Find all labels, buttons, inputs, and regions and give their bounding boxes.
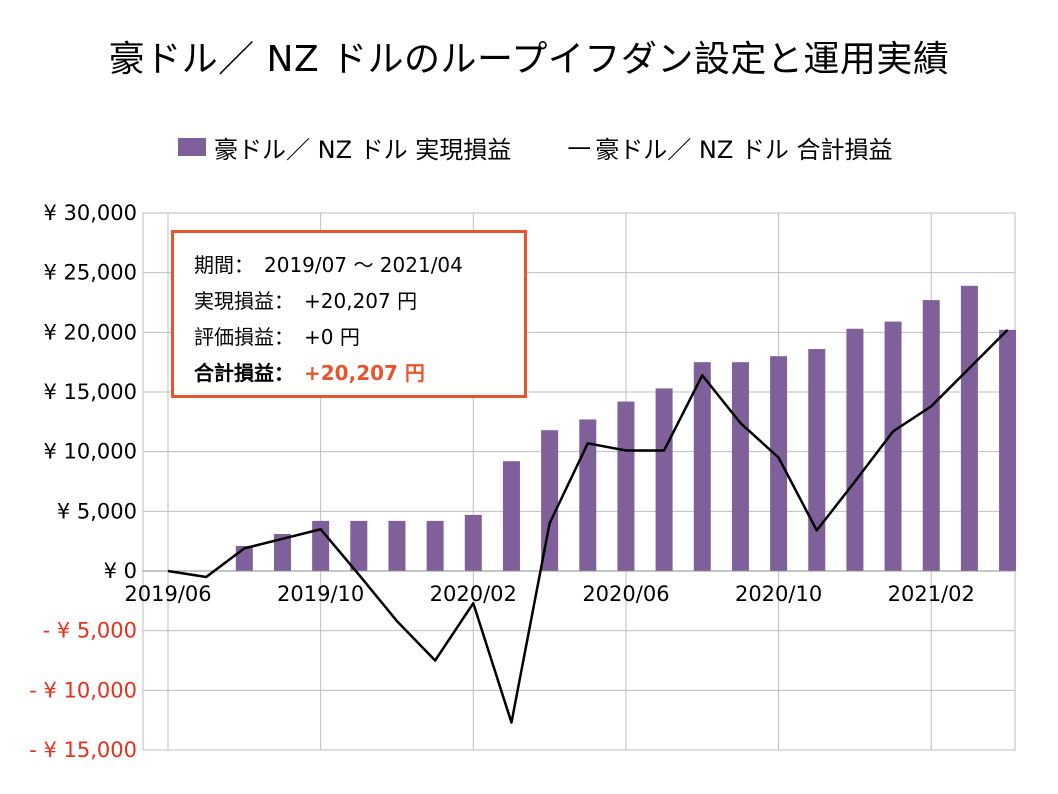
unrealized-value: +0 円: [304, 325, 360, 349]
chart-legend: 豪ドル／ NZ ドル 実現損益 — 豪ドル／ NZ ドル 合計損益: [178, 130, 893, 164]
x-tick-label: 2020/10: [735, 582, 822, 606]
bar: [999, 329, 1017, 571]
bar: [388, 520, 406, 571]
y-tick-label: ¥ 30,000: [43, 201, 137, 225]
total-label: 合計損益：: [194, 361, 294, 385]
y-tick-label: - ¥ 5,000: [43, 619, 137, 643]
x-tick-label: 2020/06: [582, 582, 669, 606]
bar: [846, 328, 864, 571]
chart-title: 豪ドル／ NZ ドルのループイフダン設定と運用実績: [108, 39, 950, 80]
x-tick-label: 2019/06: [124, 582, 211, 606]
bar: [350, 520, 368, 571]
total-value: +20,207 円: [304, 361, 425, 385]
period-label: 期間：: [194, 253, 254, 277]
x-tick-label: 2019/10: [277, 582, 364, 606]
bar: [731, 362, 749, 571]
summary-box: 期間： 2019/07 ～ 2021/04 実現損益： +20,207 円 評価損益…: [171, 230, 527, 398]
bar: [617, 401, 635, 571]
realized-row: 実現損益： +20,207 円: [194, 283, 524, 319]
total-row: 合計損益： +20,207 円: [194, 355, 524, 391]
bar: [770, 356, 788, 571]
legend-bar-label: 豪ドル／ NZ ドル 実現損益: [214, 135, 512, 164]
realized-value: +20,207 円: [304, 289, 418, 313]
bar: [273, 534, 291, 571]
bar: [464, 514, 482, 571]
legend-line-glyph: —: [567, 133, 592, 161]
bar: [541, 430, 559, 571]
period-value: 2019/07 ～ 2021/04: [264, 253, 463, 277]
bar: [693, 362, 711, 571]
period-row: 期間： 2019/07 ～ 2021/04: [194, 247, 524, 283]
bar: [960, 285, 978, 571]
bar: [426, 520, 444, 571]
unrealized-row: 評価損益： +0 円: [194, 319, 524, 355]
unrealized-label: 評価損益：: [194, 325, 294, 349]
bar: [884, 321, 902, 571]
y-tick-label: ¥ 20,000: [43, 320, 137, 344]
legend-line-label: 豪ドル／ NZ ドル 合計損益: [595, 135, 893, 164]
bar: [922, 300, 940, 571]
bar: [579, 419, 597, 571]
y-tick-label: ¥ 15,000: [43, 380, 137, 404]
y-tick-label: - ¥ 10,000: [29, 678, 137, 702]
bar: [502, 461, 520, 571]
x-tick-label: 2021/02: [888, 582, 975, 606]
y-tick-label: ¥ 0: [104, 559, 137, 583]
y-tick-label: ¥ 10,000: [43, 440, 137, 464]
y-tick-label: - ¥ 15,000: [29, 738, 137, 762]
realized-label: 実現損益：: [194, 289, 294, 313]
bar: [655, 388, 673, 571]
legend-bar-swatch: [178, 138, 206, 156]
y-tick-label: ¥ 25,000: [43, 261, 137, 285]
bar: [808, 349, 826, 571]
y-tick-label: ¥ 5,000: [57, 499, 137, 523]
